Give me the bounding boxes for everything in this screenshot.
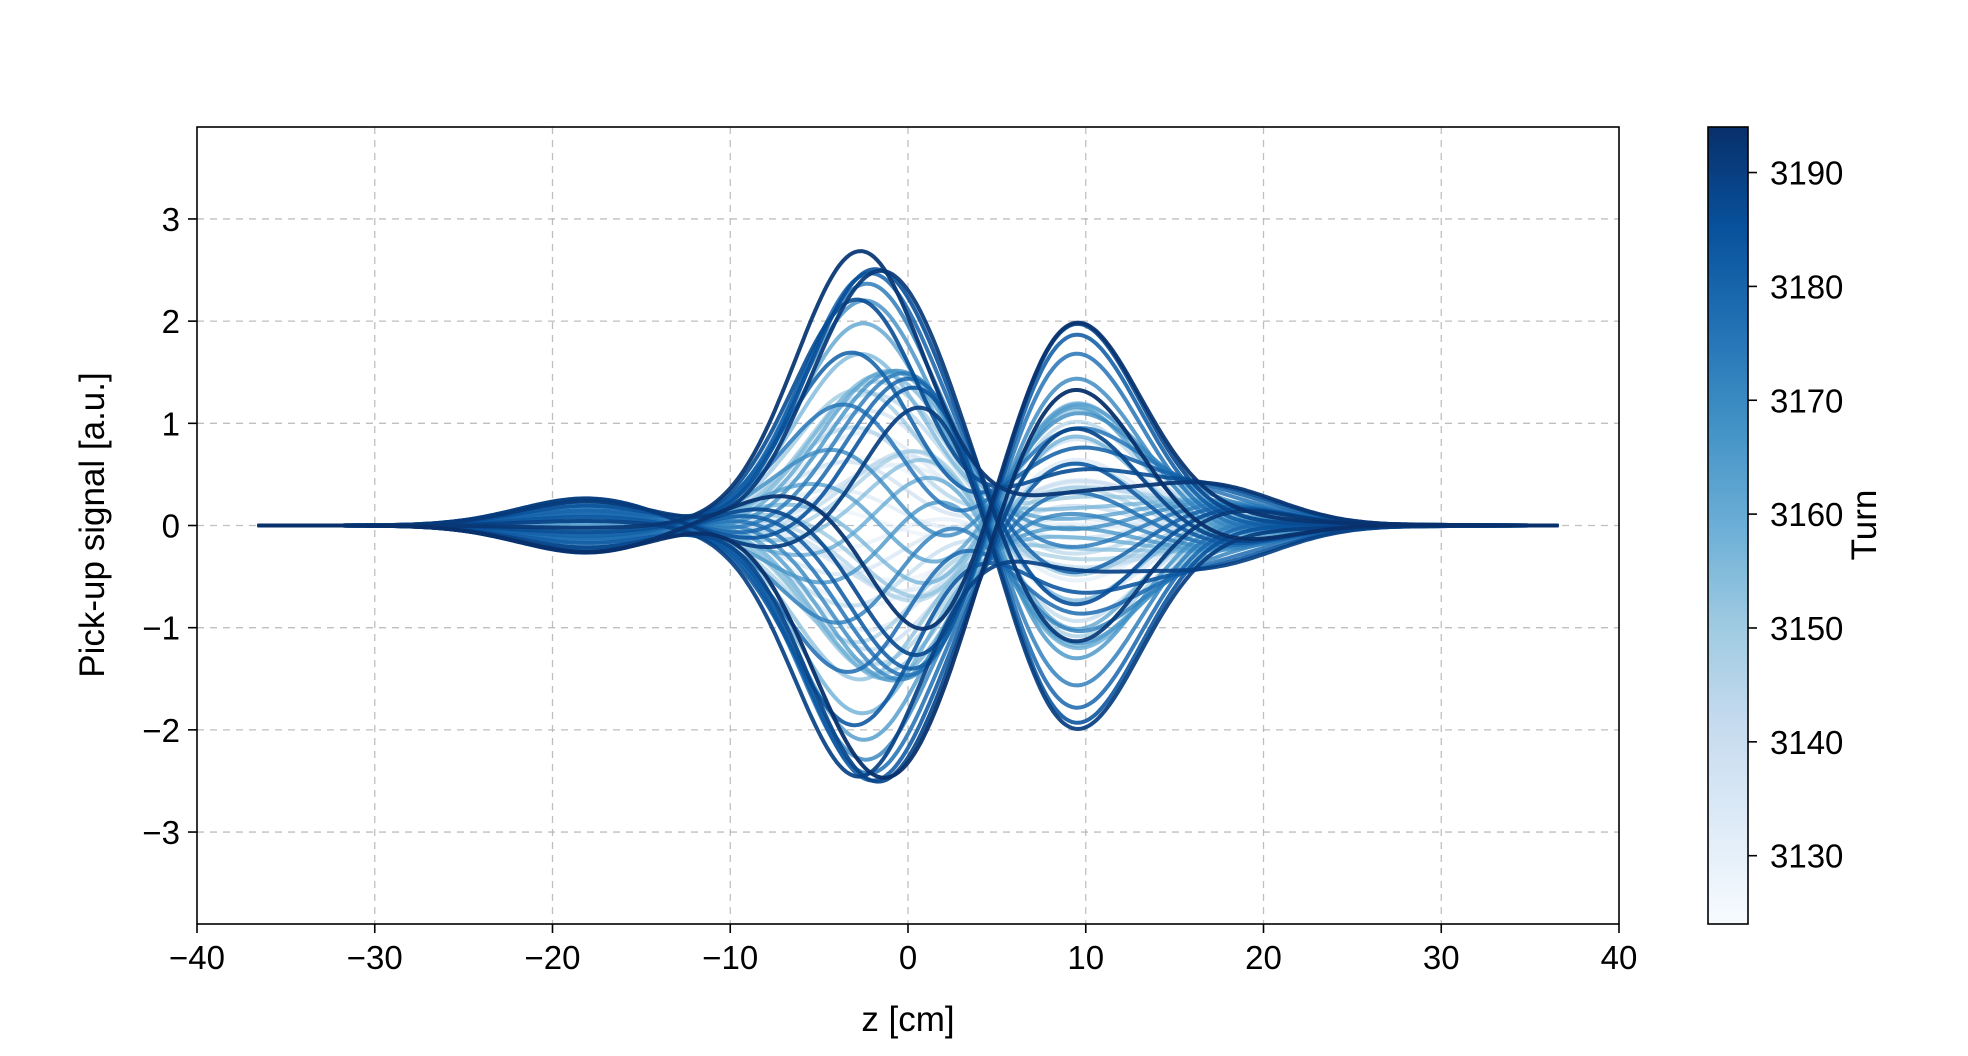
y-tick-label: 1: [162, 405, 180, 442]
x-tick-label: −30: [347, 939, 403, 976]
y-tick-label: 0: [162, 508, 180, 545]
x-axis-label: z [cm]: [861, 1000, 954, 1039]
x-tick-label: −20: [525, 939, 581, 976]
signal-curve-turn-3194: [257, 388, 1559, 780]
colorbar-tick-label: 3160: [1770, 496, 1843, 533]
grid: [197, 127, 1619, 924]
signal-curve-turn-3150: [257, 407, 1559, 599]
y-tick-label: −2: [142, 712, 180, 749]
colorbar: 3130 3140 3150 3160 3170 3180 3190 Turn: [1707, 126, 1884, 925]
x-axis: −40 −30 −20 −10 0 10 20 30 40: [169, 924, 1637, 976]
x-tick-label: 30: [1423, 939, 1460, 976]
colorbar-label: Turn: [1845, 490, 1884, 561]
colorbar-tick-label: 3190: [1770, 155, 1843, 192]
y-tick-label: 3: [162, 201, 180, 238]
signal-curve-turn-3158: [257, 523, 1559, 716]
signal-series: [257, 249, 1559, 784]
y-tick-label: −3: [142, 814, 180, 851]
colorbar-tick-label: 3180: [1770, 268, 1843, 305]
signal-curve-turn-3154: [257, 372, 1559, 603]
x-tick-label: 10: [1067, 939, 1104, 976]
y-axis-label: Pick-up signal [a.u.]: [73, 372, 112, 677]
x-tick-label: 40: [1601, 939, 1638, 976]
colorbar-gradient: [1707, 126, 1749, 925]
colorbar-tick-label: 3170: [1770, 382, 1843, 419]
colorbar-tick-label: 3130: [1770, 838, 1843, 875]
y-tick-label: 2: [162, 303, 180, 340]
x-tick-label: −10: [702, 939, 758, 976]
x-tick-label: 0: [899, 939, 917, 976]
signal-curve-turn-3192: [257, 249, 1559, 530]
colorbar-tick-label: 3140: [1770, 724, 1843, 761]
x-tick-label: 20: [1245, 939, 1282, 976]
colorbar-tick-label: 3150: [1770, 610, 1843, 647]
y-axis: −3 −2 −1 0 1 2 3: [142, 201, 197, 851]
x-tick-label: −40: [169, 939, 225, 976]
colorbar-ticks: 3130 3140 3150 3160 3170 3180 3190: [1748, 155, 1843, 875]
y-tick-label: −1: [142, 610, 180, 647]
